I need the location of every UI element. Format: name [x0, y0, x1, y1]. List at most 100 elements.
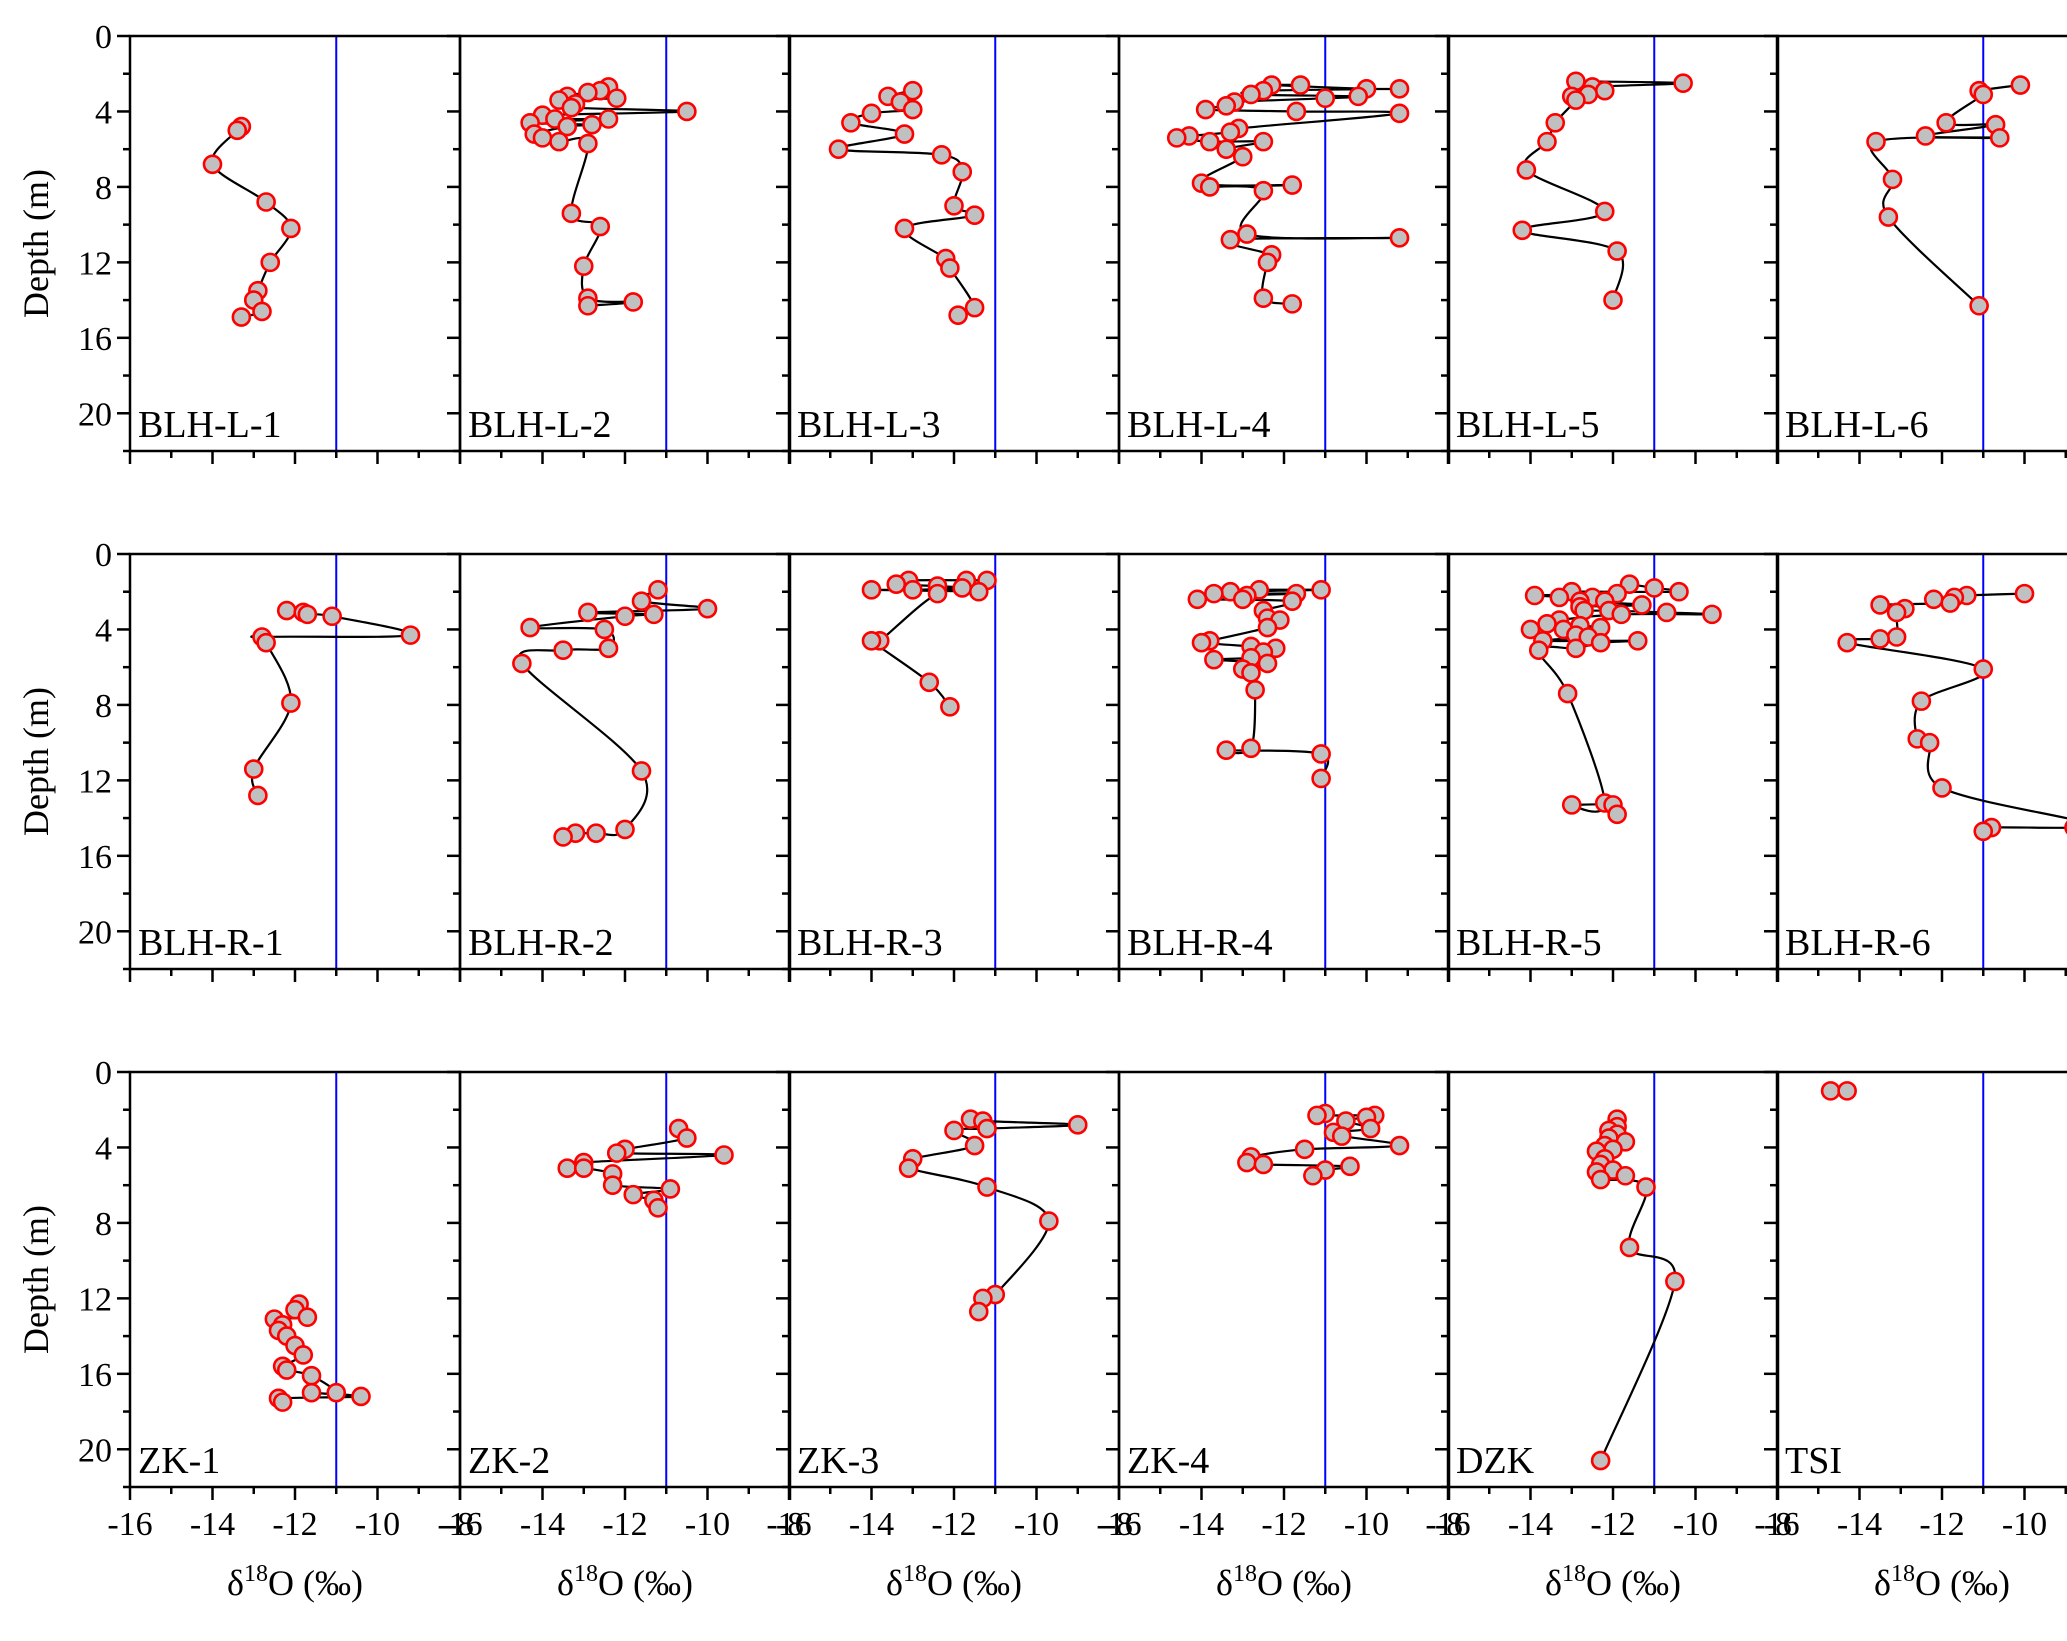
- data-point: [578, 602, 598, 623]
- data-point: [1348, 86, 1369, 107]
- y-tick-label: 20: [78, 1432, 112, 1469]
- panel-blh-l-4: BLH-L-4: [1106, 34, 1451, 464]
- data-point: [940, 696, 960, 717]
- data-point: [1220, 122, 1241, 143]
- plot-frame: [1775, 552, 2067, 971]
- data-point: [1607, 241, 1627, 261]
- x-tick-label: -16: [1096, 1506, 1141, 1543]
- panel-label: ZK-2: [468, 1440, 550, 1482]
- panel-label: BLH-L-6: [1785, 404, 1929, 446]
- data-point: [952, 162, 973, 182]
- data-point: [1973, 821, 1994, 842]
- y-tick-label: 16: [78, 839, 112, 876]
- x-tick-label: -14: [1179, 1506, 1224, 1543]
- data-point: [894, 124, 915, 144]
- y-tick-label: 16: [78, 321, 112, 358]
- panel-blh-r-3: BLH-R-3: [776, 552, 1121, 982]
- data-point: [1820, 1081, 1841, 1101]
- data-point: [927, 583, 948, 604]
- data-point: [1257, 617, 1278, 638]
- panel-blh-l-2: BLH-L-2: [447, 34, 792, 464]
- panel-label: ZK-3: [797, 1440, 879, 1482]
- data-point: [861, 103, 882, 124]
- data-point: [1837, 1081, 1857, 1101]
- x-tick-label: -12: [931, 1506, 976, 1543]
- data-point: [1315, 88, 1336, 109]
- data-point: [1837, 632, 1857, 653]
- data-point: [1204, 649, 1224, 670]
- data-point: [1512, 220, 1533, 241]
- x-tick-label: -16: [766, 1506, 811, 1543]
- data-point: [512, 653, 532, 674]
- data-point: [1282, 175, 1303, 195]
- data-point: [1566, 638, 1586, 659]
- data-point: [1911, 691, 1932, 711]
- data-point: [902, 580, 923, 600]
- data-point: [1936, 112, 1956, 133]
- data-point: [1619, 1237, 1640, 1258]
- data-point: [944, 195, 964, 216]
- panel-label: ZK-4: [1127, 1440, 1209, 1482]
- data-point: [1669, 581, 1689, 602]
- x-tick-label: -8: [1105, 1506, 1133, 1543]
- data-point: [549, 131, 569, 152]
- data-point: [297, 604, 318, 625]
- data-point: [606, 88, 627, 109]
- plot-frame: [787, 552, 1121, 971]
- x-tick-label: -16: [1425, 1506, 1470, 1543]
- x-tick-label: -14: [849, 1506, 894, 1543]
- y-axis-title: Depth (m): [16, 169, 56, 318]
- data-point: [1607, 804, 1627, 825]
- x-tick-label: -12: [272, 1506, 317, 1543]
- x-tick-label: -10: [1344, 1506, 1389, 1543]
- data-point: [861, 630, 882, 651]
- data-point: [964, 297, 985, 318]
- data-point: [1537, 613, 1557, 634]
- data-point: [578, 82, 598, 103]
- profile-curve: [250, 609, 413, 796]
- profile-curve: [1842, 592, 2067, 833]
- data-point: [1886, 627, 1907, 647]
- x-tick-label: -14: [520, 1506, 565, 1543]
- data-point: [615, 606, 635, 627]
- panel-blh-l-3: BLH-L-3: [776, 34, 1121, 464]
- panel-zk-4: -16 -14 -12 -10 -8 δ18O (‰) ZK-4: [1096, 1070, 1463, 1603]
- y-tick-label: 8: [95, 1206, 112, 1243]
- data-point: [1311, 768, 1331, 789]
- data-point: [582, 114, 602, 135]
- data-point: [1166, 128, 1187, 148]
- data-point: [1870, 595, 1890, 615]
- panel-dzk: -16 -14 -12 -10 -8 δ18O (‰) DZK: [1425, 1070, 1792, 1603]
- data-point: [557, 116, 578, 137]
- data-point: [553, 640, 573, 661]
- data-point: [281, 218, 301, 239]
- panel-blh-r-6: BLH-R-6: [1764, 552, 2067, 982]
- data-point: [351, 1386, 371, 1407]
- data-point: [1311, 744, 1331, 764]
- plot-frame: [787, 34, 1121, 453]
- data-point: [1340, 1156, 1360, 1177]
- data-point: [1257, 252, 1278, 273]
- panel-label: BLH-R-3: [797, 922, 943, 964]
- y-tick-label: 4: [95, 612, 112, 649]
- data-point: [964, 205, 985, 226]
- data-point: [1516, 160, 1537, 180]
- panel-label: TSI: [1785, 1440, 1842, 1482]
- x-tick-label: -10: [1673, 1506, 1718, 1543]
- data-point: [948, 305, 968, 325]
- data-point: [1969, 295, 1989, 316]
- data-point: [968, 581, 989, 602]
- x-axis-title: δ18O (‰): [227, 1561, 363, 1603]
- data-point: [322, 606, 342, 627]
- data-point: [1241, 738, 1261, 759]
- data-point: [1216, 139, 1237, 159]
- data-point: [1331, 1126, 1352, 1146]
- panels-layer: 0 4 8 12 16 20 Depth (m) BLH-L-1 BLH-L-2 BLH-L-3 B…: [16, 19, 2067, 1603]
- x-tick-label: -10: [355, 1506, 400, 1543]
- data-point: [276, 1360, 297, 1380]
- data-point: [301, 1365, 322, 1386]
- data-point: [1632, 595, 1652, 615]
- data-point: [1237, 1152, 1257, 1173]
- panel-label: BLH-R-1: [138, 922, 284, 964]
- data-point: [1919, 732, 1940, 753]
